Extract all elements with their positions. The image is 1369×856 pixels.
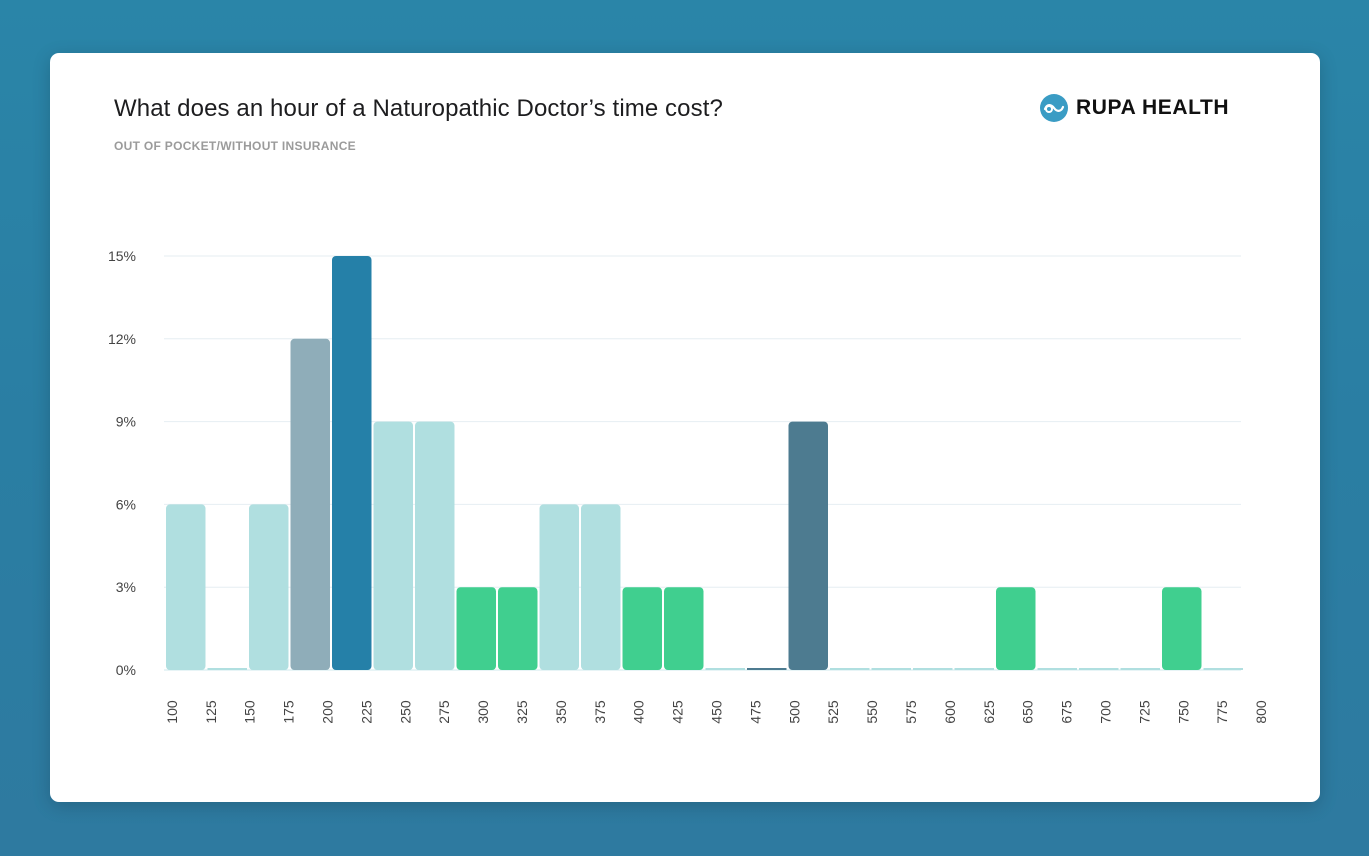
x-tick-label: 275	[436, 700, 452, 724]
bar-400-425	[664, 587, 704, 670]
x-tick-label: 500	[786, 700, 802, 724]
y-tick-label: 9%	[116, 414, 136, 430]
bar-275-300	[456, 587, 496, 670]
bar-325-350	[539, 504, 579, 670]
x-tick-label: 200	[320, 700, 336, 724]
x-tick-label: 650	[1020, 700, 1036, 724]
y-tick-label: 3%	[116, 579, 136, 595]
x-tick-label: 700	[1098, 700, 1114, 724]
x-tick-label: 550	[864, 700, 880, 724]
bar-450-475	[747, 668, 787, 670]
bar-500-525	[830, 668, 870, 670]
bar-550-575	[913, 668, 953, 670]
x-tick-label: 425	[670, 700, 686, 724]
x-tick-label: 300	[475, 700, 491, 724]
x-tick-label: 325	[514, 700, 530, 724]
y-tick-label: 15%	[108, 248, 136, 264]
x-tick-label: 350	[553, 700, 569, 724]
bar-525-550	[871, 668, 911, 670]
x-tick-label: 100	[164, 700, 180, 724]
y-tick-label: 6%	[116, 496, 136, 512]
x-tick-label: 725	[1136, 700, 1152, 724]
x-tick-label: 375	[592, 700, 608, 724]
x-axis-labels: 100 125 150 175 200 225 250 275 300 325 350 375 400 4…	[164, 700, 1269, 724]
bar-625-650	[1037, 668, 1077, 670]
chart-title: What does an hour of a Naturopathic Doct…	[114, 95, 723, 122]
chart-card: What does an hour of a Naturopathic Doct…	[50, 53, 1320, 802]
x-tick-label: 125	[203, 700, 219, 724]
bar-475-500	[788, 421, 828, 670]
x-tick-label: 475	[747, 700, 763, 724]
bar-725-750	[1203, 668, 1243, 670]
x-tick-label: 625	[981, 700, 997, 724]
bar-150-175	[249, 504, 289, 670]
x-tick-label: 775	[1214, 700, 1230, 724]
x-tick-label: 250	[397, 700, 413, 724]
bars	[166, 256, 1243, 670]
bar-300-325	[498, 587, 538, 670]
x-tick-label: 225	[358, 700, 374, 724]
x-tick-label: 525	[825, 700, 841, 724]
bar-675-700	[1120, 668, 1160, 670]
x-tick-label: 450	[709, 700, 725, 724]
x-tick-label: 750	[1175, 700, 1191, 724]
bar-250-275	[415, 421, 455, 670]
x-tick-label: 575	[903, 700, 919, 724]
x-tick-label: 600	[942, 700, 958, 724]
x-tick-label: 400	[631, 700, 647, 724]
bar-175-200	[290, 338, 330, 670]
bar-700-725	[1162, 587, 1202, 670]
y-tick-label: 12%	[108, 331, 136, 347]
x-tick-label: 150	[242, 700, 258, 724]
y-tick-label: 0%	[116, 662, 136, 678]
bar-225-250	[373, 421, 413, 670]
bar-200-225	[332, 256, 372, 670]
bar-575-600	[954, 668, 994, 670]
chart-subtitle: OUT OF POCKET/WITHOUT INSURANCE	[114, 139, 356, 153]
bar-100-125	[166, 504, 206, 670]
x-tick-label: 675	[1059, 700, 1075, 724]
x-tick-label: 175	[281, 700, 297, 724]
bar-125-150	[207, 668, 247, 670]
bar-650-675	[1079, 668, 1119, 670]
rupa-health-logo-icon	[1040, 94, 1068, 122]
y-axis-labels: 0% 3% 6% 9% 12% 15%	[108, 248, 136, 678]
brand-name: RUPA HEALTH	[1076, 96, 1230, 119]
x-tick-label: 800	[1253, 700, 1269, 724]
bar-375-400	[622, 587, 662, 670]
bar-600-625	[996, 587, 1036, 670]
brand: RUPA HEALTH	[1040, 93, 1229, 123]
bar-350-375	[581, 504, 621, 670]
bar-425-450	[705, 668, 745, 670]
